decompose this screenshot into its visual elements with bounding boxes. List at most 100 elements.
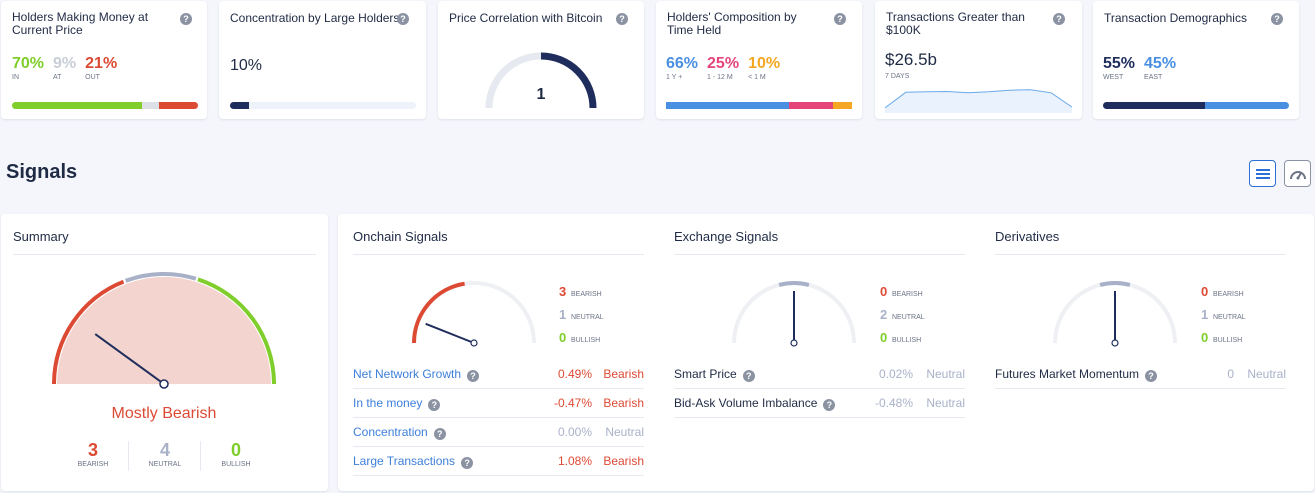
short-term-label: < 1 M	[748, 74, 766, 81]
signal-name-label: Futures Market Momentum	[995, 367, 1140, 381]
help-icon[interactable]: ?	[433, 428, 446, 440]
metric-title: Transaction Demographics	[1104, 11, 1247, 25]
transactions-period: 7 DAYS	[885, 73, 910, 80]
signal-verdict: Neutral	[926, 367, 965, 381]
signal-row: Bid-Ask Volume Imbalance? -0.48% Neutral	[674, 389, 965, 418]
in-label: IN	[12, 74, 19, 81]
west-percent: 55%	[1103, 55, 1136, 72]
signal-name-label: Net Network Growth	[353, 367, 462, 381]
legend-bullish-label: BULLISH	[571, 337, 601, 344]
correlation-gauge	[485, 52, 597, 109]
short-term-segment	[833, 102, 852, 109]
derivatives-title: Derivatives	[995, 229, 1060, 244]
legend-bearish-label: BEARISH	[1213, 291, 1244, 298]
list-view-button[interactable]	[1249, 160, 1276, 187]
help-icon[interactable]: ?	[180, 13, 192, 25]
mid-term-percent: 25%	[707, 55, 740, 72]
signal-verdict: Bearish	[603, 367, 644, 381]
help-icon[interactable]: ?	[742, 370, 755, 382]
concentration-bar	[230, 102, 416, 109]
summary-bullish-label: BULLISH	[221, 461, 251, 468]
summary-bullish-number: 0	[230, 440, 241, 460]
exchange-bearish-count: 0	[880, 284, 888, 299]
holders-money-bar	[12, 102, 198, 109]
composition-card: Holders' Composition by Time Held ? 66% 1…	[656, 1, 862, 119]
long-term-segment	[666, 102, 789, 109]
metric-title: Holders' Composition by Time Held	[667, 10, 797, 37]
help-icon[interactable]: ?	[397, 13, 409, 25]
signal-name-label: Smart Price	[674, 367, 737, 381]
out-label: OUT	[85, 74, 100, 81]
signal-name[interactable]: Net Network Growth?	[353, 367, 532, 382]
onchain-gauge-track	[412, 281, 536, 344]
derivatives-neutral-count: 1	[1201, 307, 1209, 322]
signal-name: Futures Market Momentum?	[995, 367, 1174, 382]
exchange-neutral-count: 2	[880, 307, 888, 322]
summary-bearish-label: BEARISH	[77, 461, 109, 468]
help-icon[interactable]: ?	[1145, 370, 1158, 382]
exchange-bullish-count: 0	[880, 330, 888, 345]
transactions-value: $26.5b	[885, 50, 937, 69]
exchange-legend: 0 BEARISH 2 NEUTRAL 0 BULLISH	[880, 282, 925, 351]
demographics-card: Transaction Demographics ? 55% WEST 45% EA…	[1093, 1, 1299, 119]
out-percent: 21%	[85, 55, 118, 72]
metric-title: Price Correlation with Bitcoin	[449, 11, 603, 25]
summary-bearish-count: 3 BEARISH	[63, 440, 123, 468]
signal-name-label: Concentration	[353, 425, 428, 439]
transactions-sparkline	[885, 89, 1072, 113]
in-segment	[12, 102, 143, 109]
signal-row: Large Transactions? 1.08% Bearish	[353, 447, 644, 476]
signal-name[interactable]: Large Transactions?	[353, 454, 532, 469]
help-icon[interactable]: ?	[428, 399, 441, 411]
summary-verdict: Mostly Bearish	[111, 405, 217, 422]
summary-neutral-count: 4 NEUTRAL	[135, 440, 195, 468]
summary-neutral-label: NEUTRAL	[148, 461, 182, 468]
gauge-icon	[1289, 170, 1306, 179]
signal-value: -0.48%	[874, 396, 913, 410]
gauge-view-button[interactable]	[1284, 160, 1311, 187]
signal-verdict: Neutral	[1247, 367, 1286, 381]
summary-neutral-number: 4	[159, 440, 170, 460]
summary-bullish-arc	[197, 277, 276, 385]
concentration-value: 10%	[230, 57, 263, 74]
east-label: EAST	[1144, 74, 1163, 81]
long-term-label: 1 Y +	[666, 74, 683, 81]
demographics-bar	[1103, 102, 1289, 109]
signal-row: Futures Market Momentum? 0 Neutral	[995, 360, 1286, 389]
help-icon[interactable]: ?	[823, 399, 836, 411]
summary-gauge	[52, 271, 276, 389]
correlation-value: 1	[536, 86, 546, 103]
derivatives-gauge-active	[1099, 281, 1131, 287]
summary-title: Summary	[13, 229, 69, 244]
east-segment	[1205, 102, 1289, 109]
onchain-needle	[425, 322, 475, 344]
legend-bullish-label: BULLISH	[892, 337, 922, 344]
help-icon[interactable]: ?	[1271, 13, 1283, 25]
signal-name-label: In the money	[353, 396, 423, 410]
help-icon[interactable]: ?	[1053, 13, 1065, 25]
exchange-needle-hub	[790, 339, 798, 347]
help-icon[interactable]: ?	[461, 457, 474, 469]
in-percent: 70%	[12, 55, 45, 72]
signal-name[interactable]: Concentration?	[353, 425, 532, 440]
mid-term-segment	[788, 102, 834, 109]
list-icon	[1255, 168, 1270, 179]
derivatives-bullish-count: 0	[1201, 330, 1209, 345]
help-icon[interactable]: ?	[467, 370, 480, 382]
concentration-card: Concentration by Large Holders ? 10%	[219, 1, 426, 119]
correlation-card: Price Correlation with Bitcoin ? 1	[438, 1, 644, 119]
mid-term-label: 1 - 12 M	[707, 74, 733, 81]
signal-name[interactable]: In the money?	[353, 396, 532, 411]
legend-neutral-label: NEUTRAL	[1213, 314, 1246, 321]
derivatives-legend: 0 BEARISH 1 NEUTRAL 0 BULLISH	[1201, 282, 1246, 351]
signal-row: Smart Price? 0.02% Neutral	[674, 360, 965, 389]
transactions-card: Transactions Greater than $100K ? $26.5b…	[875, 1, 1082, 119]
signal-value: 0	[1227, 367, 1234, 381]
composition-bar	[666, 102, 852, 109]
legend-bullish-label: BULLISH	[1213, 337, 1243, 344]
help-icon[interactable]: ?	[834, 13, 846, 25]
help-icon[interactable]: ?	[616, 13, 628, 25]
west-label: WEST	[1103, 74, 1124, 81]
signal-value: 0.02%	[878, 367, 913, 381]
onchain-needle-hub	[470, 339, 478, 347]
